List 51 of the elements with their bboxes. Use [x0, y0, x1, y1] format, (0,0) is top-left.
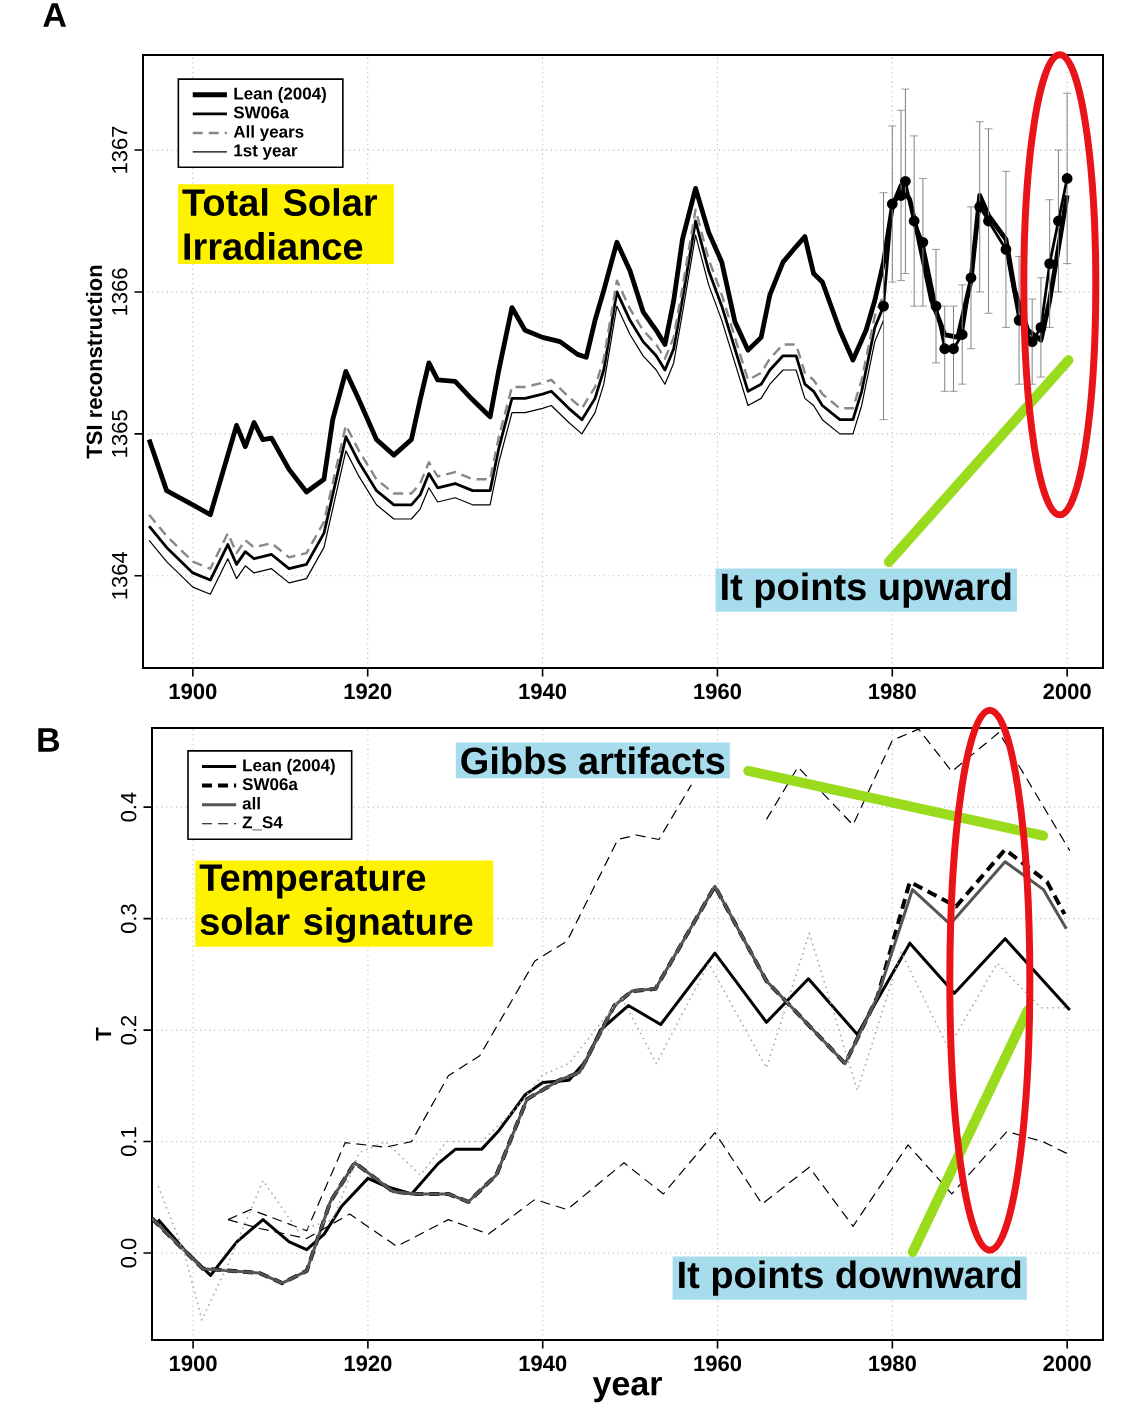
- point: [965, 272, 977, 284]
- x-tick-label: 1980: [869, 683, 916, 700]
- x-tick-label: 1960: [694, 683, 741, 700]
- annotation: Gibbs artifacts: [461, 746, 725, 775]
- y-tick-label: 1364: [111, 551, 128, 599]
- annotation: It points downward: [679, 1260, 1021, 1296]
- x-tick-label: 1960: [694, 1355, 742, 1372]
- x-tick-label: 1980: [869, 1355, 916, 1372]
- y-tick-label: 1366: [111, 268, 128, 315]
- legend-label: 1st year: [234, 144, 298, 160]
- x-tick-label: 1900: [169, 1355, 217, 1372]
- y-tick-label: 0.1: [120, 1127, 137, 1157]
- point: [1000, 244, 1012, 255]
- chart-title: A: [43, 3, 67, 27]
- legend-label: all: [242, 797, 260, 810]
- y-tick-label: 0.0: [120, 1238, 137, 1268]
- x-tick-label: 1900: [169, 683, 217, 700]
- point: [886, 198, 898, 210]
- legend-label: Lean (2004): [243, 758, 335, 775]
- point: [917, 236, 929, 248]
- x-tick-label: 1940: [519, 1355, 567, 1372]
- x-tick-label: 1920: [344, 1355, 392, 1372]
- y-axis-title: TSI reconstruction: [85, 265, 103, 459]
- point: [983, 215, 994, 227]
- annotation: Temperature solar signature: [199, 864, 473, 943]
- annotation: Total Solar Irradiance: [182, 188, 378, 261]
- x-tick-label: 2000: [1043, 683, 1091, 700]
- chart-title: B: [38, 728, 60, 752]
- point: [1061, 173, 1073, 184]
- y-tick-label: 0.3: [120, 904, 137, 934]
- y-tick-label: 0.2: [120, 1015, 137, 1045]
- legend-label: SW06a: [233, 106, 290, 119]
- annotation: It points upward: [722, 572, 1011, 608]
- legend-label: SW06a: [242, 778, 298, 791]
- legend-label: Z_S4: [242, 816, 283, 831]
- x-axis-title: year: [592, 1376, 662, 1403]
- y-tick-label: 1367: [111, 126, 128, 173]
- x-tick-label: 2000: [1043, 1355, 1091, 1372]
- y-axis-title: T: [95, 1027, 112, 1041]
- point: [900, 175, 911, 187]
- legend-label: Lean (2004): [234, 87, 326, 103]
- point: [948, 343, 959, 355]
- point: [1035, 322, 1047, 333]
- point: [908, 215, 920, 227]
- y-tick-label: 0.4: [120, 792, 137, 822]
- point: [878, 300, 889, 312]
- x-tick-label: 1940: [519, 683, 567, 700]
- x-tick-label: 1920: [344, 683, 392, 700]
- legend-label: All years: [233, 125, 304, 142]
- point: [930, 300, 942, 312]
- y-tick-label: 1365: [111, 410, 128, 457]
